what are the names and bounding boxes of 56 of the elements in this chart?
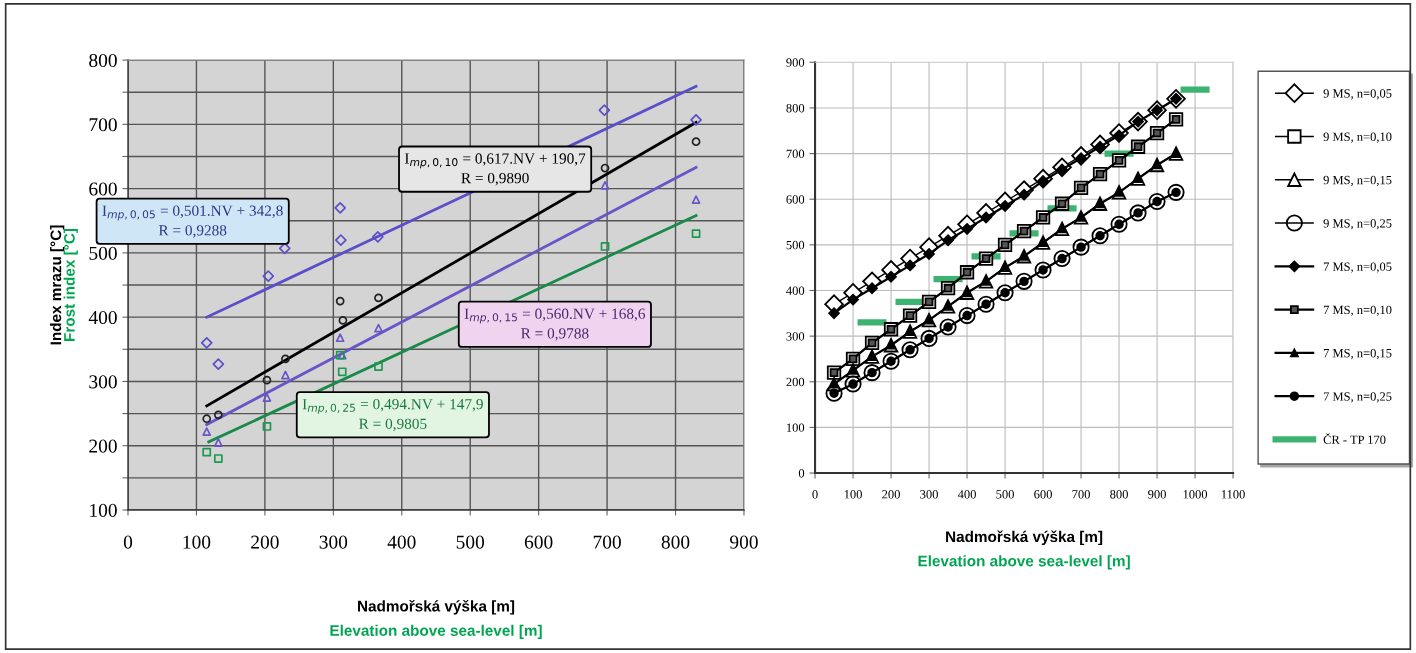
y-tick-label: 500 [786, 240, 805, 250]
legend-label: 9 MS, n=0,25 [1323, 219, 1392, 230]
y-tick-label: 600 [89, 182, 117, 196]
x-tick-label: 500 [996, 490, 1014, 499]
x-tick-label: 400 [387, 535, 416, 549]
x-tick-label: 1000 [1183, 490, 1208, 499]
legend-label: 7 MS, n=0,05 [1323, 262, 1392, 273]
x-tick-label: 400 [957, 490, 976, 499]
legend-label: 9 MS, n=0,15 [1323, 175, 1392, 187]
annotation: I$_{mp,0,05}$ = 0,501.NV + 342,8 R = 0,9288 [102, 205, 283, 238]
x-tick-label: 300 [319, 535, 348, 549]
x-tick-label: 600 [524, 535, 553, 549]
x-tick-label: 100 [183, 535, 211, 549]
legend-label: 9 MS, n=0,05 [1323, 89, 1392, 100]
y-tick-label: 500 [89, 246, 117, 260]
legend-label: 7 MS, n=0,25 [1323, 392, 1392, 403]
y-tick-label: 100 [90, 503, 117, 517]
y-tick-label: 700 [89, 118, 117, 132]
y-tick-label: 200 [786, 377, 805, 387]
y-tick-label: 800 [786, 103, 805, 113]
x-tick-label: 600 [1034, 490, 1052, 499]
y-tick-label: 0 [798, 469, 805, 478]
x-tick-label: 300 [920, 490, 938, 499]
y-tick-label: 900 [786, 58, 805, 67]
x-tick-label: 100 [844, 490, 862, 499]
x-tick-label: 900 [1148, 490, 1166, 499]
x-tick-label: 200 [882, 490, 900, 499]
x-tick-label: 900 [730, 535, 758, 549]
y-tick-label: 300 [786, 332, 805, 341]
annotation: I$_{mp,0,10}$ = 0,617.NV + 190,7 R = 0,9890 [404, 153, 586, 186]
x-tick-label: 0 [123, 535, 133, 549]
x-tick-label: 1100 [1221, 490, 1245, 499]
x-tick-label: 800 [661, 535, 690, 549]
annotation: I$_{mp,0,15}$ = 0,560.NV + 168,6 R = 0,9788 [464, 308, 646, 341]
x-tick-label: 200 [251, 535, 279, 549]
legend-label: 7 MS, n=0,10 [1323, 305, 1392, 316]
legend-label: 9 MS, n=0,10 [1323, 132, 1392, 143]
x-tick-label: 700 [1072, 490, 1090, 499]
x-axis-title: Nadmořská výška [m] Elevation above sea-level [m] [918, 530, 1130, 570]
y-tick-label: 800 [89, 53, 117, 68]
y-tick-label: 100 [786, 423, 805, 432]
y-tick-label: 700 [786, 149, 805, 159]
x-axis-title: Nadmořská výška [m] Elevation above sea-level [m] [330, 599, 542, 639]
y-axis-title: Index mrazu [°C] Frost index [°C] [50, 225, 78, 345]
annotation: I$_{mp,0,25}$ = 0,494.NV + 147,9 R = 0,9805 [302, 398, 483, 432]
x-tick-label: 0 [812, 490, 818, 499]
y-tick-label: 300 [89, 375, 117, 389]
x-tick-label: 500 [456, 535, 485, 549]
y-tick-label: 400 [786, 286, 805, 295]
y-tick-label: 400 [88, 310, 117, 325]
x-tick-label: 800 [1110, 490, 1128, 499]
y-tick-label: 600 [786, 195, 805, 204]
x-tick-label: 700 [593, 535, 621, 549]
legend-label: ČR - TP 170 [1323, 433, 1386, 444]
y-tick-label: 200 [89, 439, 117, 453]
legend-label: 7 MS, n=0,15 [1323, 348, 1392, 360]
